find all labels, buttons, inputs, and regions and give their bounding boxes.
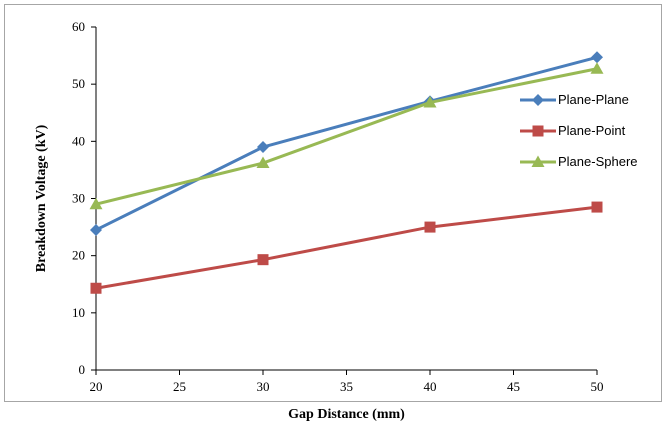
x-tick-label: 35 [340, 379, 353, 394]
legend-marker [532, 94, 544, 106]
data-point [423, 95, 437, 108]
y-ticks: 0 10 20 30 40 50 60 [72, 19, 96, 377]
series-line [95, 55, 598, 232]
y-tick-label: 20 [72, 248, 85, 263]
y-tick-label: 10 [72, 305, 85, 320]
y-tick-label: 40 [72, 133, 85, 148]
x-ticks: 20 25 30 35 40 45 50 [90, 370, 604, 394]
x-tick-label: 30 [257, 379, 270, 394]
series-line [95, 67, 598, 206]
legend-marker [532, 125, 544, 137]
x-tick-label: 20 [90, 379, 103, 394]
x-axis-title: Gap Distance (mm) [288, 407, 405, 422]
series-plane-point [90, 201, 603, 294]
legend-item: Plane-Sphere [520, 154, 638, 169]
data-point [590, 62, 604, 74]
data-point [257, 254, 269, 266]
y-tick-label: 30 [72, 191, 85, 206]
data-point [256, 156, 270, 169]
legend-label: Plane-Sphere [558, 154, 638, 169]
series-plane-plane [90, 51, 603, 236]
series-line [95, 205, 598, 290]
data-point [591, 201, 603, 213]
legend-item: Plane-Plane [520, 92, 629, 107]
legend-label: Plane-Plane [558, 92, 629, 107]
legend: Plane-Plane Plane-Point Plane-Sphere [520, 92, 638, 169]
data-point [424, 221, 436, 233]
data-point [591, 51, 603, 64]
data-point [90, 223, 102, 236]
legend-item: Plane-Point [520, 123, 626, 138]
series-layer [89, 51, 604, 294]
y-tick-label: 60 [72, 19, 85, 34]
series-plane-sphere [89, 62, 604, 210]
x-tick-label: 45 [507, 379, 520, 394]
x-tick-label: 50 [591, 379, 604, 394]
x-tick-label: 25 [173, 379, 186, 394]
data-point [90, 282, 102, 294]
y-tick-label: 50 [72, 76, 85, 91]
legend-label: Plane-Point [558, 123, 626, 138]
legend-marker [531, 155, 545, 167]
y-tick-label: 0 [79, 362, 86, 377]
chart-frame [4, 4, 662, 402]
y-axis-title: Breakdown Voltage (kV) [34, 124, 49, 272]
x-tick-label: 40 [424, 379, 437, 394]
data-point [89, 197, 103, 210]
data-point [257, 141, 269, 154]
